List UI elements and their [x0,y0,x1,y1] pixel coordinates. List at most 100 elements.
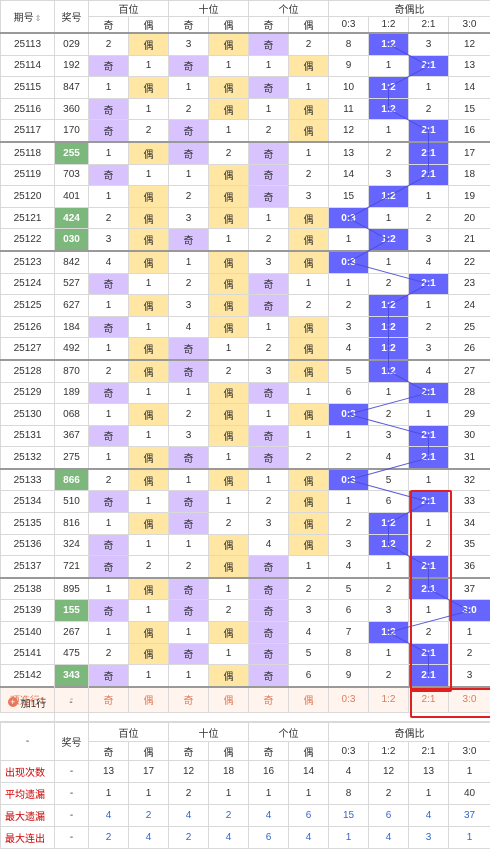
issue-cell: 25131 [0,424,55,448]
stats-value: 6 [288,804,329,827]
preview-cell[interactable]: 1:2 [368,685,409,713]
ratio-hit: 0:3 [328,206,369,230]
preview-cell[interactable]: 奇 [248,685,289,713]
even-hit: 偶 [288,228,329,252]
odd-miss: 1 [168,249,209,274]
table-row: 25128 870 2 偶奇 2 3 偶 5 1:2 4 27 [0,358,490,383]
ratio-header: 0:3 [328,16,369,34]
stats-label: 出现次数 [0,760,55,783]
even-miss: 1 [288,140,329,165]
table-row: 25124 527 奇 1 2 偶奇 1 1 2 2:1 23 [0,272,490,296]
table-row: 25122 030 3 偶奇 1 2 偶 1 1:2 3 21 [0,228,490,252]
add-row-button[interactable]: + 加1行 [0,683,55,721]
table-row: 25132 275 1 偶奇 1 奇 2 2 4 2:1 31 [0,446,490,470]
ratio-miss: 14 [448,76,490,99]
table-row: 25125 627 1 偶 3 偶奇 2 2 1:2 1 24 [0,294,490,317]
ratio-miss: 12 [328,119,369,143]
even-miss: 4 [288,621,329,644]
stats-dash: - [0,722,55,761]
even-miss: 1 [288,381,329,405]
even-hit: 偶 [208,294,249,317]
issue-cell: 25121 [0,206,55,230]
even-hit: 偶 [208,467,249,492]
odd-miss: 3 [248,512,289,535]
odd-miss: 2 [248,337,289,361]
odd-miss: 3 [168,206,209,230]
preview-cell[interactable]: 偶 [288,685,329,713]
stats-value: 2 [168,782,209,805]
odd-miss: 1 [88,403,129,426]
even-miss: 2 [208,140,249,165]
odd-miss: 1 [168,381,209,405]
even-hit: 偶 [208,315,249,339]
ratio-hit: 1:2 [368,76,409,99]
stats-value: 4 [128,826,169,849]
odd-header: 奇 [248,741,289,761]
stats-value: 1 [88,782,129,805]
issue-cell: 25122 [0,228,55,252]
stats-label: 最大遗漏 [0,804,55,827]
odd-miss: 1 [168,76,209,99]
prize-number: 401 [54,185,89,208]
sort-arrows-icon[interactable]: ⇕ [34,14,42,23]
table-row: 25117 170 奇 2 奇 1 2 偶 12 1 2:1 16 [0,119,490,143]
stats-value: 4 [248,804,289,827]
even-miss: 2 [128,119,169,143]
ratio-miss: 1 [328,272,369,296]
even-miss: 1 [128,97,169,121]
ratio-miss: 8 [328,31,369,56]
odd-miss: 2 [168,555,209,579]
even-miss: 1 [128,272,169,296]
odd-miss: 1 [88,621,129,644]
stats-value: 6 [248,826,289,849]
even-miss: 1 [208,576,249,601]
preview-cell[interactable]: 偶 [128,685,169,713]
odd-hit: 奇 [88,272,129,296]
ratio-miss: 4 [328,337,369,361]
preview-cell[interactable]: 偶 [208,685,249,713]
even-miss: 1 [208,228,249,252]
even-hit: 偶 [208,163,249,187]
prize-number: 627 [54,294,89,317]
ratio-miss: 9 [328,54,369,78]
ratio-hit: 1:2 [368,533,409,557]
odd-hit: 奇 [248,163,289,187]
ratio-miss: 30 [448,424,490,448]
even-miss: 3 [288,185,329,208]
ratio-hit: 2:1 [408,446,449,470]
issue-cell: 25118 [0,140,55,165]
prize-number: 475 [54,642,89,666]
stats-value: 1 [448,760,490,783]
odd-miss: 3 [248,358,289,383]
odd-miss: 1 [248,315,289,339]
odd-miss: 4 [88,249,129,274]
preview-cell[interactable]: 3:0 [448,685,490,713]
odd-header: 奇 [248,16,289,34]
odd-hit: 奇 [248,621,289,644]
ratio-hit: 1:2 [368,228,409,252]
plus-circle-icon: + [7,697,18,707]
group-header: 个位 [248,722,329,742]
odd-hit: 奇 [168,54,209,78]
table-row: 25131 367 奇 1 3 偶奇 1 1 3 2:1 30 [0,424,490,448]
odd-miss: 2 [248,490,289,514]
ratio-miss: 1 [408,76,449,99]
ratio-miss: 34 [448,512,490,535]
issue-cell: 25117 [0,119,55,143]
ratio-hit: 2:1 [408,140,449,165]
preview-cell[interactable]: 奇 [88,685,129,713]
prize-number: 324 [54,533,89,557]
stats-value: 4 [368,826,409,849]
even-miss: 5 [288,642,329,666]
ratio-miss: 2 [368,403,409,426]
issue-cell: 25113 [0,31,55,56]
even-miss: 1 [208,337,249,361]
odd-miss: 1 [88,294,129,317]
issue-header[interactable]: 期号⇕ [0,0,55,34]
ratio-hit: 2:1 [408,163,449,187]
stats-row: 最大遗漏 -4 2 4 2 4 6 15 6 4 37 [0,804,490,827]
even-hit: 偶 [128,337,169,361]
table-row: 25127 492 1 偶奇 1 2 偶 4 1:2 3 26 [0,337,490,361]
preview-cell[interactable]: 0:3 [328,685,369,713]
even-hit: 偶 [208,555,249,579]
